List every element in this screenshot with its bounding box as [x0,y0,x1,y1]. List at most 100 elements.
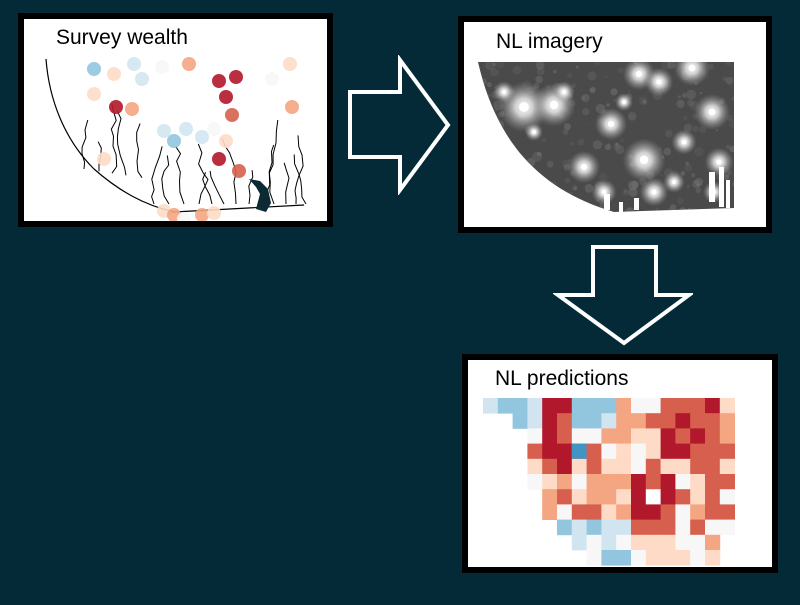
prediction-cell [601,534,617,551]
prediction-cell [719,504,735,520]
river [151,146,163,205]
prediction-cell [616,534,632,551]
texture-speck [486,159,497,169]
survey-point [232,164,246,178]
prediction-cell [586,534,602,551]
texture-speck [575,65,579,69]
texture-speck [697,216,705,224]
prediction-cell [557,458,573,475]
texture-speck [478,165,487,173]
prediction-cell [631,413,647,429]
prediction-cell [571,489,587,505]
prediction-cell [660,458,676,475]
survey-point [212,152,226,166]
texture-speck [536,67,545,76]
coast-feature [604,194,610,210]
texture-speck [684,163,693,172]
texture-speck [570,141,575,146]
prediction-cell [601,428,617,444]
prediction-cell [645,428,661,444]
prediction-cell [631,474,647,490]
texture-speck [585,203,592,210]
texture-speck [464,169,468,173]
prediction-cell [616,550,632,566]
prediction-cell [660,534,676,551]
survey-wealth-panel: Survey wealth [18,13,333,227]
prediction-cell [645,443,661,460]
texture-speck [495,120,505,129]
prediction-cell [527,428,543,444]
prediction-cell [631,489,647,505]
texture-speck [521,177,524,180]
survey-point [155,60,169,74]
prediction-cell [557,504,573,520]
texture-speck [615,142,619,147]
river [202,172,213,205]
texture-speck [487,94,491,98]
texture-speck [508,217,514,223]
right-arrow [348,55,451,195]
prediction-cell [527,474,543,490]
texture-speck [679,207,686,212]
prediction-cell [542,489,558,505]
texture-speck [488,117,492,120]
coast-feature [709,172,715,202]
prediction-cell [586,550,602,566]
texture-speck [464,130,468,138]
river [116,111,127,176]
texture-speck [606,103,610,107]
texture-speck [730,210,734,212]
texture-speck [631,180,639,189]
prediction-cell [719,489,735,505]
texture-speck [724,174,730,180]
dark-region [249,179,271,212]
texture-speck [722,76,728,82]
prediction-cell [675,413,691,429]
texture-speck [530,206,534,209]
survey-point [167,134,181,148]
prediction-cell [675,550,691,566]
texture-speck [485,158,495,167]
coast-feature [726,180,730,208]
prediction-cell [690,443,706,460]
survey-point [229,70,243,84]
texture-speck [638,96,648,106]
texture-speck [506,166,511,172]
texture-speck [521,159,525,163]
texture-speck [470,94,474,98]
texture-speck [577,138,585,146]
texture-speck [530,174,538,182]
texture-speck [570,209,580,212]
nl-coastline-features [604,167,730,212]
texture-speck [682,93,687,98]
texture-speck [573,186,577,191]
texture-speck [496,131,499,134]
texture-speck [695,187,702,194]
prediction-cell [719,519,735,536]
texture-speck [691,173,696,178]
texture-speck [728,172,731,175]
survey-point [87,62,101,76]
texture-speck [748,62,754,68]
coastline [45,58,305,213]
texture-speck [694,177,704,187]
prediction-cell [645,534,661,551]
survey-point [107,67,121,81]
texture-speck [567,72,573,79]
prediction-cell [586,428,602,444]
survey-point [97,152,111,166]
prediction-cell [542,504,558,520]
survey-point [283,57,297,71]
prediction-cell [645,458,661,475]
light-core [519,102,529,112]
prediction-cell [705,428,721,444]
texture-speck [473,163,476,166]
light-core [549,100,559,110]
survey-point [285,100,299,114]
texture-speck [491,199,496,204]
texture-speck [560,214,569,223]
prediction-cell [660,489,676,505]
texture-speck [596,209,605,212]
texture-speck [536,151,542,157]
texture-speck [540,217,546,223]
